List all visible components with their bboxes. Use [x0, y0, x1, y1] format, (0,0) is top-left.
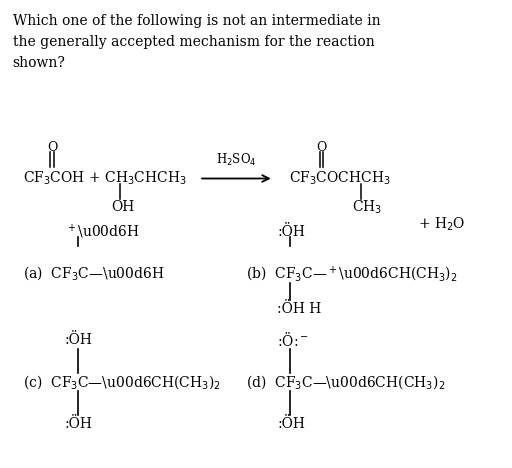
Text: CF$_3$COH + CH$_3$CHCH$_3$: CF$_3$COH + CH$_3$CHCH$_3$: [23, 170, 186, 187]
Text: :Ö:$^-$: :Ö:$^-$: [277, 331, 309, 350]
Text: (d)  CF$_3$C—\u00d6CH(CH$_3$)$_2$: (d) CF$_3$C—\u00d6CH(CH$_3$)$_2$: [246, 373, 445, 391]
Text: :ÖH: :ÖH: [277, 417, 305, 431]
Text: (a)  CF$_3$C—\u00d6H: (a) CF$_3$C—\u00d6H: [23, 264, 164, 282]
Text: O: O: [317, 140, 327, 154]
Text: :ÖH H: :ÖH H: [277, 302, 322, 316]
Text: H$_2$SO$_4$: H$_2$SO$_4$: [216, 152, 257, 168]
Text: :ÖH: :ÖH: [65, 333, 93, 347]
Text: Which one of the following is not an intermediate in
the generally accepted mech: Which one of the following is not an int…: [13, 15, 380, 70]
Text: O: O: [47, 140, 58, 154]
Text: $^+$\u00d6H: $^+$\u00d6H: [65, 223, 140, 241]
Text: (b)  CF$_3$C—$^+$\u00d6CH(CH$_3$)$_2$: (b) CF$_3$C—$^+$\u00d6CH(CH$_3$)$_2$: [246, 264, 458, 283]
Text: CF$_3$COCHCH$_3$: CF$_3$COCHCH$_3$: [289, 170, 391, 187]
Text: :ÖH: :ÖH: [277, 225, 305, 239]
Text: OH: OH: [111, 200, 134, 214]
Text: (c)  CF$_3$C—\u00d6CH(CH$_3$)$_2$: (c) CF$_3$C—\u00d6CH(CH$_3$)$_2$: [23, 373, 221, 391]
Text: CH$_3$: CH$_3$: [352, 198, 382, 216]
Text: + H$_2$O: + H$_2$O: [418, 216, 465, 234]
Text: :ÖH: :ÖH: [65, 417, 93, 431]
